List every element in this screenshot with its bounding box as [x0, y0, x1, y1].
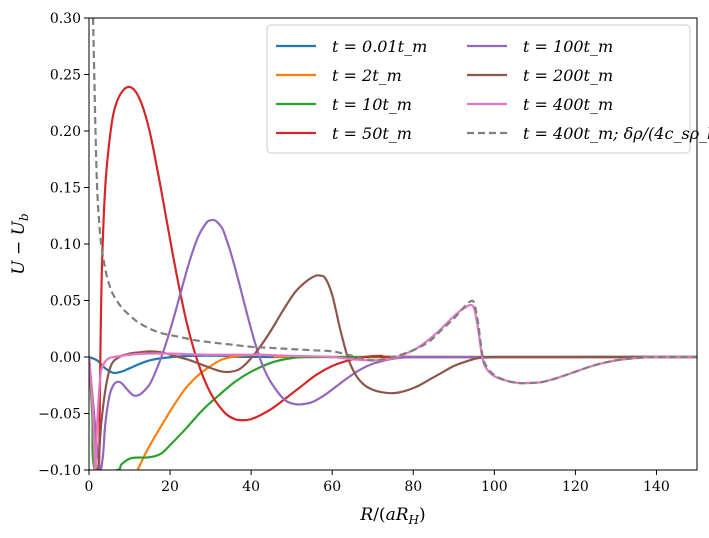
series-line-8 [91, 18, 697, 385]
y-tick-label: 0.30 [50, 11, 81, 27]
legend-label: t = 400t_m [523, 95, 613, 114]
x-tick-label: 20 [161, 479, 179, 495]
plot-frame [88, 17, 698, 471]
y-tick-label: 0.05 [50, 294, 81, 310]
series-layer [89, 18, 697, 470]
legend-label: t = 50t_m [332, 124, 412, 143]
y-tick-label: 0.00 [50, 350, 81, 366]
legend: t = 0.01t_mt = 2t_mt = 10t_mt = 50t_m t =… [266, 24, 709, 154]
x-tick-label: 0 [85, 479, 94, 495]
x-tick-label: 120 [562, 479, 589, 495]
legend-label: t = 2t_m [332, 66, 402, 85]
legend-label: t = 0.01t_m [332, 37, 427, 56]
y-tick-label: 0.25 [50, 68, 81, 84]
series-line-4 [98, 85, 697, 470]
x-tick-label: 140 [643, 479, 670, 495]
x-axis-label: R/(aRH) [359, 505, 425, 527]
legend-label: t = 10t_m [332, 95, 412, 114]
x-tick-label: 100 [481, 479, 508, 495]
legend-label: t = 400t_m; δρ/(4c_sρ_b) [523, 124, 709, 143]
ticks-layer: 0 20 40 60 80 100 120 140 −0.10 −0.05 0.00 0.05 0.10… [38, 11, 670, 495]
y-tick-label: −0.05 [38, 407, 81, 423]
y-tick-label: 0.15 [50, 181, 81, 197]
series-line-5 [89, 218, 697, 470]
y-tick-label: 0.20 [50, 124, 81, 140]
x-tick-label: 40 [242, 479, 260, 495]
x-tick-label: 80 [404, 479, 422, 495]
legend-box [266, 24, 691, 154]
x-tick-label: 60 [323, 479, 341, 495]
legend-label: t = 200t_m [523, 66, 613, 85]
y-tick-label: 0.10 [50, 237, 81, 253]
y-tick-label: −0.10 [38, 463, 81, 479]
y-axis-label: U − Ub [9, 213, 31, 274]
legend-label: t = 100t_m [523, 37, 613, 56]
